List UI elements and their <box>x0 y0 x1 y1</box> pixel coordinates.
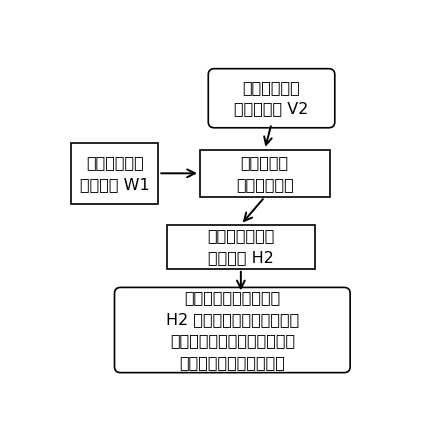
Text: 将测试图像集
表示为矩阵 V2: 将测试图像集 表示为矩阵 V2 <box>235 80 309 117</box>
FancyBboxPatch shape <box>200 150 330 197</box>
FancyBboxPatch shape <box>167 225 315 269</box>
Text: 利用不同距离度量比较
H2 与学习图中各类的平均特
征向量之间相似程度，并将测
试图划归最接近的一类。: 利用不同距离度量比较 H2 与学习图中各类的平均特 征向量之间相似程度，并将测 … <box>166 290 299 370</box>
FancyBboxPatch shape <box>71 143 158 204</box>
Text: 获得测试图像的
权重矩阵 H2: 获得测试图像的 权重矩阵 H2 <box>207 229 275 265</box>
FancyBboxPatch shape <box>208 69 335 128</box>
Text: 固定学习图像
的基矩阵 W1: 固定学习图像 的基矩阵 W1 <box>80 155 150 192</box>
FancyBboxPatch shape <box>114 287 350 373</box>
Text: 对测试图像
进行特征提取: 对测试图像 进行特征提取 <box>236 155 293 192</box>
